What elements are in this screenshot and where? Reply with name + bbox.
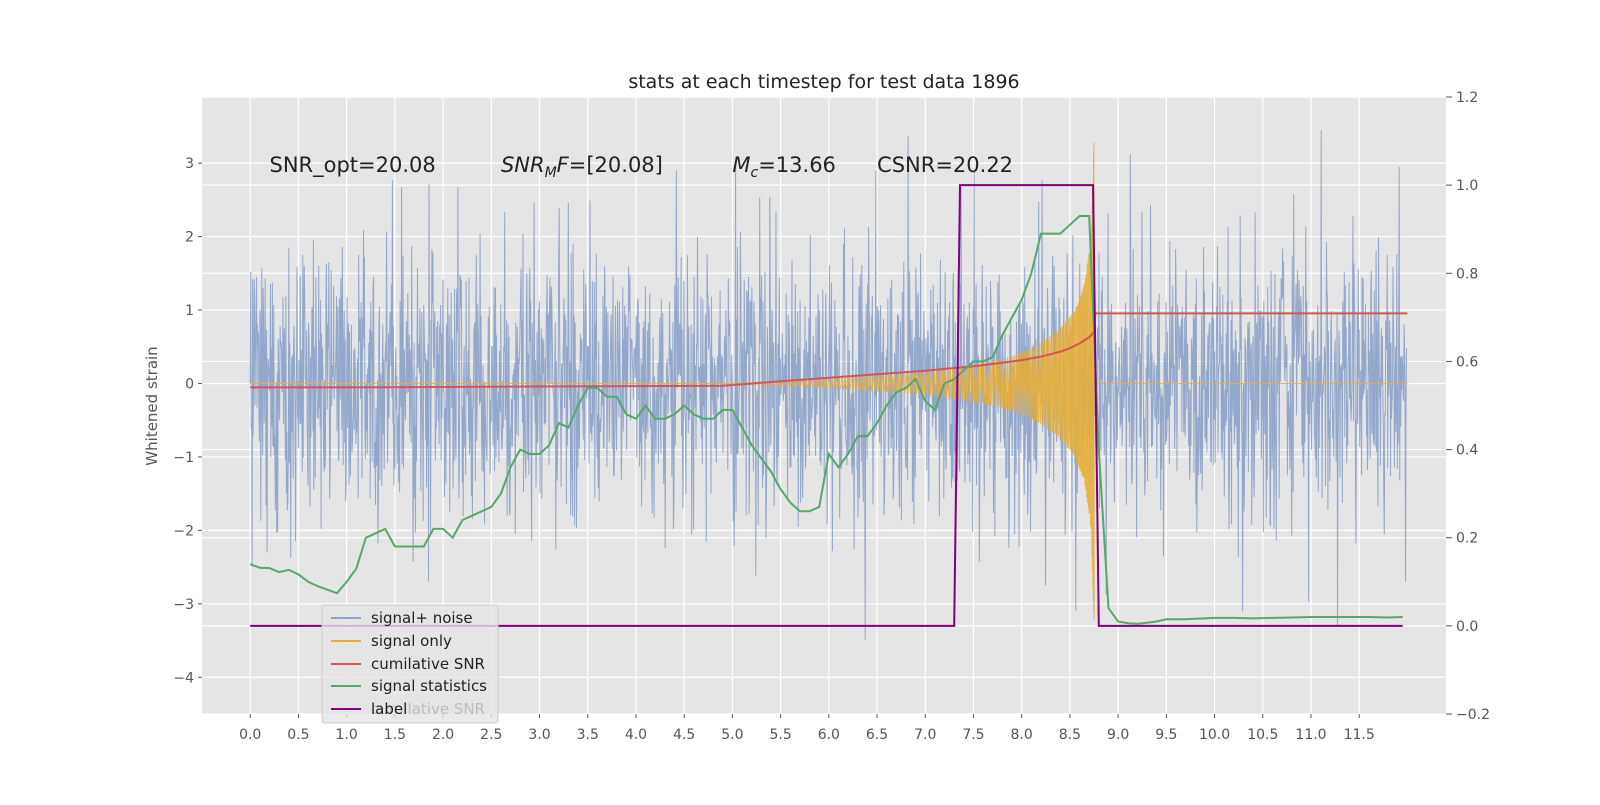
legend-ghost-text: cumilative SNR <box>371 700 485 718</box>
x-tick-label-11: 5.5 <box>769 727 791 743</box>
annotation-2-part-0: M <box>732 153 750 177</box>
y2-tick-label-7: −0.2 <box>1456 707 1490 723</box>
y-tick-label-2: 1 <box>185 303 194 319</box>
series-signal-noise <box>249 129 1407 640</box>
y2-tick-label-6: 0.0 <box>1456 619 1478 635</box>
annotations: SNR_opt=20.08 SNRMF=[20.08] Mc=13.66 CSNR=2… <box>270 153 1014 181</box>
x-tick-label-10: 5.0 <box>721 727 743 743</box>
y-tick-label-0: 3 <box>185 156 194 172</box>
y2-tick-label-5: 0.2 <box>1456 531 1478 547</box>
y-tick-label-3: 0 <box>185 376 194 392</box>
x-tick-label-4: 2.0 <box>432 727 454 743</box>
legend-label-signal-only: signal only <box>371 632 452 650</box>
x-tick-label-15: 7.5 <box>962 727 984 743</box>
x-tick-label-5: 2.5 <box>480 727 502 743</box>
y-tick-label-1: 2 <box>185 230 194 246</box>
annotation-0: SNR_opt=20.08 <box>270 153 436 178</box>
y-axis-label: Whitened strain <box>143 346 161 465</box>
y2-tick-label-3: 0.6 <box>1456 354 1478 370</box>
x-tick-label-20: 10.0 <box>1199 727 1230 743</box>
signal-noise-series <box>249 129 1407 640</box>
x-tick-label-19: 9.5 <box>1155 727 1177 743</box>
legend: cumilative SNR signal+ noise signal only… <box>321 604 499 724</box>
x-tick-label-3: 1.5 <box>384 727 406 743</box>
annotation-2-part-2: =13.66 <box>758 153 836 177</box>
y-tick-labels: 3 2 1 0 −1 −2 −3 −4 <box>173 156 202 686</box>
right-axis-series <box>249 184 1408 627</box>
chart-title: stats at each timestep for test data 189… <box>628 71 1019 93</box>
legend-label-label: label <box>371 700 407 718</box>
x-tick-label-22: 11.0 <box>1295 727 1326 743</box>
annotation-1-part-1: M <box>545 165 557 181</box>
x-tick-label-8: 4.0 <box>625 727 647 743</box>
legend-label-cumulative-snr: cumilative SNR <box>371 655 485 673</box>
annotation-1: SNRMF=[20.08] <box>501 153 663 181</box>
annotation-0-part-0: SNR_opt=20.08 <box>270 153 436 178</box>
annotation-2: Mc=13.66 <box>732 153 836 181</box>
y-tick-label-7: −4 <box>173 670 194 686</box>
annotation-1-part-2: F <box>557 153 570 177</box>
legend-label-signal-statistics: signal statistics <box>371 677 487 695</box>
series-label <box>250 184 1403 627</box>
annotation-3-part-0: CSNR=20.22 <box>877 153 1013 177</box>
annotation-1-part-3: =[20.08] <box>569 153 663 177</box>
y2-tick-label-0: 1.2 <box>1456 90 1478 106</box>
y2-tick-label-1: 1.0 <box>1456 178 1478 194</box>
x-tick-label-2: 1.0 <box>336 727 358 743</box>
series-signal-statistics <box>249 215 1403 625</box>
annotation-2-part-1: c <box>751 165 759 181</box>
y2-tick-labels: 1.2 1.0 0.8 0.6 0.4 0.2 0.0 −0.2 <box>1446 90 1490 723</box>
legend-label-signal-noise: signal+ noise <box>371 609 473 627</box>
x-tick-label-9: 4.5 <box>673 727 695 743</box>
x-tick-label-12: 6.0 <box>818 727 840 743</box>
y-tick-label-5: −2 <box>173 523 194 539</box>
legend-box <box>321 604 499 724</box>
x-tick-label-7: 3.5 <box>577 727 599 743</box>
x-tick-label-23: 11.5 <box>1344 727 1375 743</box>
x-tick-label-0: 0.0 <box>239 727 261 743</box>
x-tick-label-14: 7.0 <box>914 727 936 743</box>
series-signal-only <box>250 142 1408 620</box>
x-tick-label-16: 8.0 <box>1011 727 1033 743</box>
y-tick-label-4: −1 <box>173 450 194 466</box>
signal-only-series <box>250 142 1408 620</box>
x-tick-label-21: 10.5 <box>1247 727 1278 743</box>
annotation-3: CSNR=20.22 <box>877 153 1013 177</box>
x-tick-label-17: 8.5 <box>1059 727 1081 743</box>
x-tick-label-13: 6.5 <box>866 727 888 743</box>
series-cumulative-snr <box>250 312 1408 389</box>
annotation-1-part-0: SNR <box>501 153 545 177</box>
y2-tick-label-2: 0.8 <box>1456 266 1478 282</box>
x-tick-label-18: 9.0 <box>1107 727 1129 743</box>
x-tick-label-1: 0.5 <box>287 727 309 743</box>
y2-tick-label-4: 0.4 <box>1456 443 1478 459</box>
x-tick-labels: 0.0 0.5 1.0 1.5 2.0 2.5 3.0 3.5 4.0 4.5 5.0 5.5 6.0 6… <box>239 714 1375 743</box>
x-tick-label-6: 3.0 <box>528 727 550 743</box>
y-tick-label-6: −3 <box>173 597 194 613</box>
